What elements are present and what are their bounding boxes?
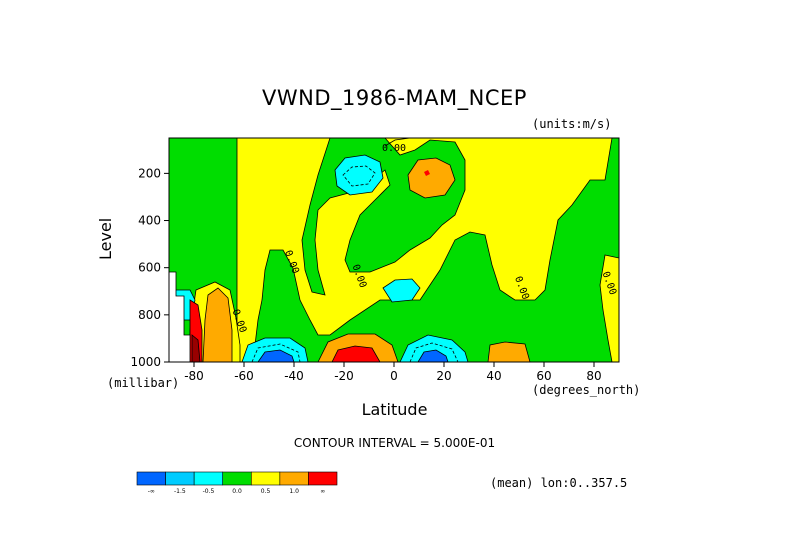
y-tick-label: 600 bbox=[138, 261, 161, 275]
orange-region-right bbox=[487, 341, 531, 362]
x-tick-label: 0 bbox=[390, 369, 398, 383]
colorbar-tick-label: -0.5 bbox=[203, 488, 215, 495]
colorbar-swatch bbox=[136, 471, 166, 486]
colorbar-swatch bbox=[193, 471, 224, 486]
x-tick-label: 60 bbox=[536, 369, 551, 383]
colorbar-swatch bbox=[250, 471, 281, 486]
y-axis-label: Level bbox=[96, 217, 115, 260]
x-tick-label: -80 bbox=[184, 369, 204, 383]
units-label: (units:m/s) bbox=[532, 117, 612, 131]
y-axis: 200 400 600 800 1000 bbox=[130, 166, 169, 369]
colorbar-tick-label: 0.0 bbox=[232, 488, 242, 495]
colorbar-swatch bbox=[222, 471, 252, 486]
blue-core-right bbox=[417, 349, 449, 362]
x-tick-label: 40 bbox=[486, 369, 501, 383]
contour-line-top bbox=[384, 138, 411, 147]
x-axis-label: Latitude bbox=[361, 400, 428, 419]
x-tick-label: 20 bbox=[436, 369, 451, 383]
y-tick-label: 200 bbox=[138, 166, 161, 180]
cyan-region-mid bbox=[382, 278, 421, 303]
x-tick-label: 80 bbox=[586, 369, 601, 383]
colorbar-tick-label: -∞ bbox=[148, 488, 155, 495]
colorbar-swatch bbox=[279, 471, 309, 486]
mean-label: (mean) lon:0..357.5 bbox=[490, 476, 628, 490]
red-dot-upper bbox=[424, 170, 430, 176]
x-tick-label: -60 bbox=[234, 369, 254, 383]
blue-core-left bbox=[257, 349, 295, 362]
dashed-contour-low-right bbox=[409, 342, 459, 362]
colorbar-swatch bbox=[165, 471, 195, 486]
yellow-region-right bbox=[599, 254, 619, 362]
colorbar-swatch bbox=[308, 471, 338, 486]
missing-data-region bbox=[169, 271, 191, 362]
chart-title: VWND_1986-MAM_NCEP bbox=[262, 86, 527, 110]
dashed-contour-upper bbox=[342, 165, 376, 187]
x-axis: -80 -60 -40 -20 0 20 40 60 80 bbox=[184, 362, 602, 383]
colorbar-tick-label: 0.5 bbox=[261, 488, 271, 495]
cyan-region-low-right bbox=[399, 334, 469, 362]
y-axis-unit: (millibar) bbox=[107, 376, 180, 390]
x-tick-label: -40 bbox=[284, 369, 304, 383]
red-core-low bbox=[331, 345, 381, 362]
x-tick-label: -20 bbox=[334, 369, 354, 383]
contour-interval-label: CONTOUR INTERVAL = 5.000E-01 bbox=[293, 436, 496, 450]
contour-label: 0.00 bbox=[382, 143, 406, 154]
colorbar-tick-label: 1.0 bbox=[289, 488, 299, 495]
y-tick-label: 800 bbox=[138, 308, 161, 322]
dark-red-core bbox=[191, 334, 201, 362]
x-axis-unit: (degrees_north) bbox=[532, 383, 641, 397]
cyan-region-upper bbox=[334, 154, 384, 196]
colorbar-tick-label: -1.5 bbox=[174, 488, 186, 495]
orange-region-left bbox=[202, 287, 233, 362]
colorbar: -∞ -1.5 -0.5 0.0 0.5 1.0 ∞ bbox=[136, 471, 338, 495]
orange-region-upper bbox=[407, 157, 456, 199]
colorbar-tick-label: ∞ bbox=[320, 488, 325, 495]
y-tick-label: 1000 bbox=[130, 355, 161, 369]
y-tick-label: 400 bbox=[138, 214, 161, 228]
dashed-contour-low-left bbox=[251, 343, 301, 362]
